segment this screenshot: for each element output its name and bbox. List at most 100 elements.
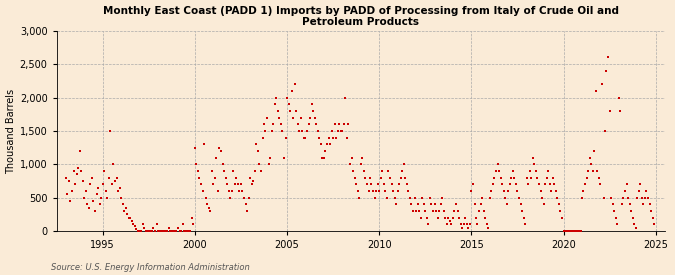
Point bbox=[74, 149, 85, 153]
Point bbox=[361, 182, 372, 187]
Point bbox=[304, 116, 315, 120]
Point bbox=[566, 229, 576, 233]
Point bbox=[240, 202, 251, 207]
Point bbox=[226, 189, 237, 193]
Point bbox=[257, 135, 268, 140]
Point bbox=[134, 229, 145, 233]
Point bbox=[375, 175, 386, 180]
Point bbox=[463, 226, 474, 230]
Point bbox=[306, 102, 317, 106]
Point bbox=[169, 229, 180, 233]
Point bbox=[487, 182, 498, 187]
Point bbox=[122, 212, 132, 217]
Point bbox=[288, 116, 298, 120]
Point bbox=[298, 135, 309, 140]
Point bbox=[228, 169, 239, 173]
Point bbox=[154, 229, 165, 233]
Point bbox=[80, 189, 91, 193]
Point bbox=[410, 209, 421, 213]
Point bbox=[520, 222, 531, 227]
Point bbox=[214, 145, 225, 150]
Point bbox=[406, 202, 417, 207]
Point bbox=[363, 189, 374, 193]
Point bbox=[354, 196, 364, 200]
Point bbox=[317, 155, 328, 160]
Point bbox=[263, 162, 274, 167]
Point bbox=[67, 189, 78, 193]
Point bbox=[615, 109, 626, 113]
Point bbox=[220, 175, 231, 180]
Point bbox=[521, 175, 532, 180]
Point bbox=[618, 196, 629, 200]
Point bbox=[296, 116, 306, 120]
Point bbox=[578, 189, 589, 193]
Point bbox=[292, 122, 303, 127]
Point bbox=[252, 149, 263, 153]
Point bbox=[628, 222, 639, 227]
Point bbox=[196, 182, 207, 187]
Point bbox=[340, 95, 351, 100]
Point bbox=[412, 202, 423, 207]
Point bbox=[506, 175, 517, 180]
Point bbox=[245, 175, 256, 180]
Point bbox=[223, 189, 234, 193]
Point bbox=[351, 182, 362, 187]
Point bbox=[474, 209, 485, 213]
Point bbox=[479, 209, 489, 213]
Point bbox=[302, 129, 313, 133]
Point bbox=[97, 182, 108, 187]
Point bbox=[73, 166, 84, 170]
Point bbox=[251, 142, 262, 147]
Point bbox=[182, 229, 192, 233]
Point bbox=[610, 216, 621, 220]
Point bbox=[342, 135, 352, 140]
Point bbox=[423, 222, 434, 227]
Point bbox=[444, 219, 455, 223]
Point bbox=[418, 202, 429, 207]
Point bbox=[157, 229, 168, 233]
Point bbox=[587, 169, 598, 173]
Point bbox=[452, 209, 463, 213]
Point bbox=[115, 196, 126, 200]
Point bbox=[608, 202, 618, 207]
Point bbox=[585, 155, 595, 160]
Point bbox=[383, 169, 394, 173]
Point bbox=[232, 182, 243, 187]
Point bbox=[186, 216, 197, 220]
Point bbox=[601, 68, 612, 73]
Point bbox=[255, 169, 266, 173]
Point bbox=[638, 202, 649, 207]
Point bbox=[416, 196, 427, 200]
Point bbox=[70, 182, 80, 187]
Point bbox=[348, 169, 358, 173]
Point bbox=[477, 196, 487, 200]
Point bbox=[267, 129, 277, 133]
Point bbox=[208, 182, 219, 187]
Point bbox=[111, 175, 122, 180]
Point bbox=[125, 216, 136, 220]
Point bbox=[432, 216, 443, 220]
Point bbox=[280, 135, 291, 140]
Point bbox=[454, 216, 464, 220]
Point bbox=[96, 196, 107, 200]
Point bbox=[552, 196, 563, 200]
Point bbox=[99, 169, 109, 173]
Point bbox=[396, 175, 406, 180]
Point bbox=[279, 155, 290, 160]
Point bbox=[236, 182, 246, 187]
Point bbox=[259, 122, 269, 127]
Point bbox=[167, 229, 178, 233]
Point bbox=[620, 189, 630, 193]
Point bbox=[392, 189, 403, 193]
Point bbox=[82, 202, 92, 207]
Point bbox=[456, 222, 466, 227]
Point bbox=[483, 226, 493, 230]
Point bbox=[146, 229, 157, 233]
Point bbox=[281, 95, 292, 100]
Point bbox=[522, 182, 533, 187]
Point bbox=[481, 222, 492, 227]
Point bbox=[92, 186, 103, 190]
Point bbox=[78, 179, 88, 183]
Point bbox=[387, 189, 398, 193]
Point bbox=[140, 229, 151, 233]
